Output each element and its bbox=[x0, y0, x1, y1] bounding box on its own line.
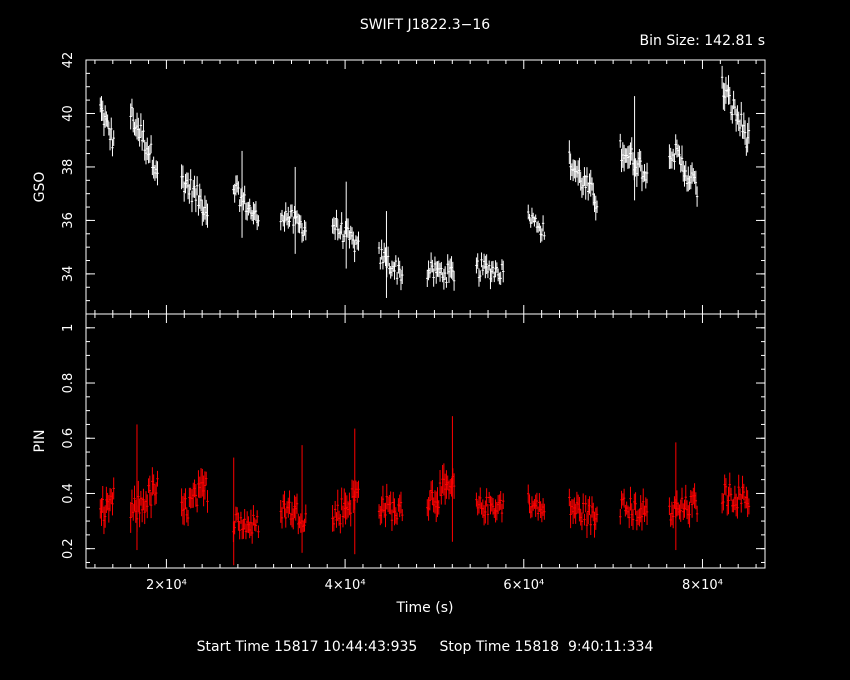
y-tick-label: 0.4 bbox=[61, 483, 76, 504]
y-tick-label: 42 bbox=[61, 52, 76, 69]
x-axis-label: Time (s) bbox=[396, 600, 454, 616]
pin-data-series bbox=[99, 416, 751, 566]
y-tick-label: 34 bbox=[61, 266, 76, 283]
y-tick-label: 40 bbox=[61, 105, 76, 122]
x-tick-label: 4×10⁴ bbox=[325, 578, 366, 593]
y-tick-label: 36 bbox=[61, 212, 76, 229]
pin-panel: PIN 0.2 0.4 0.6 0.8 1 2×10⁴ 4×10⁴ 6×10⁴ 8×10⁴ bbox=[32, 313, 766, 593]
x-tick-label: 8×10⁴ bbox=[682, 578, 723, 593]
gso-y-axis-label: GSO bbox=[32, 172, 48, 203]
y-tick-label: 0.6 bbox=[61, 428, 76, 449]
chart-title: SWIFT J1822.3−16 bbox=[360, 17, 490, 33]
pin-y-axis-label: PIN bbox=[32, 429, 48, 452]
y-tick-label: 0.8 bbox=[61, 373, 76, 394]
y-tick-label: 38 bbox=[61, 159, 76, 176]
gso-panel: GSO 34 36 38 40 42 bbox=[32, 52, 766, 315]
y-tick-label: 0.2 bbox=[61, 538, 76, 559]
x-tick-label: 6×10⁴ bbox=[503, 578, 544, 593]
gso-data-series bbox=[99, 65, 751, 298]
y-tick-label: 1 bbox=[61, 324, 76, 332]
x-tick-label: 2×10⁴ bbox=[146, 578, 187, 593]
footer-time-range: Start Time 15817 10:44:43:935 Stop Time … bbox=[197, 639, 654, 655]
pin-frame bbox=[85, 313, 766, 569]
bin-size-label: Bin Size: 142.81 s bbox=[640, 33, 765, 49]
